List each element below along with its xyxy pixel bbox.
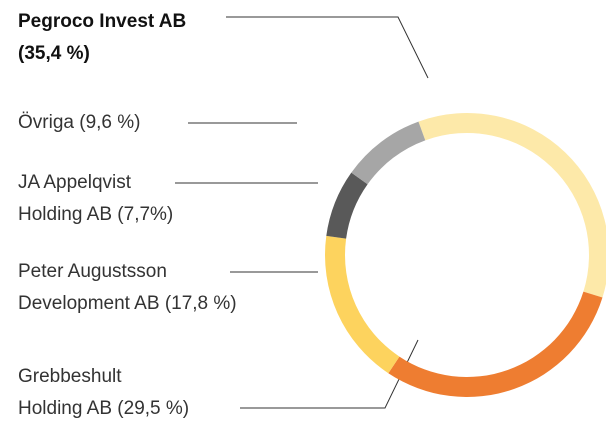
legend-label: JA Appelqvist Holding AB (7,7%) [18,167,173,231]
donut-segment [418,113,606,298]
donut-segment [326,172,368,239]
value-label: (7,7%) [117,204,174,225]
legend-label: Peter Augustsson Development AB (17,8 %) [18,256,237,320]
donut-segment [388,291,603,398]
category-name: Peter Augustsson Development AB [18,261,167,314]
donut-segment [325,235,400,374]
legend-label: Pegroco Invest AB (35,4 %) [18,6,238,70]
category-name: Grebbeshult Holding AB [18,366,122,419]
donut-segment [351,121,426,185]
category-name: JA Appelqvist Holding AB [18,172,132,225]
value-label: (35,4 %) [18,43,90,64]
legend-label: Grebbeshult Holding AB (29,5 %) [18,361,189,421]
value-label: (9,6 %) [79,112,141,133]
value-label: (29,5 %) [117,398,190,419]
leader-line [226,16,429,79]
category-name: Övriga [18,112,74,133]
legend-label: Övriga (9,6 %) [18,107,238,139]
value-label: (17,8 %) [164,293,237,314]
category-name: Pegroco Invest AB [18,11,187,32]
